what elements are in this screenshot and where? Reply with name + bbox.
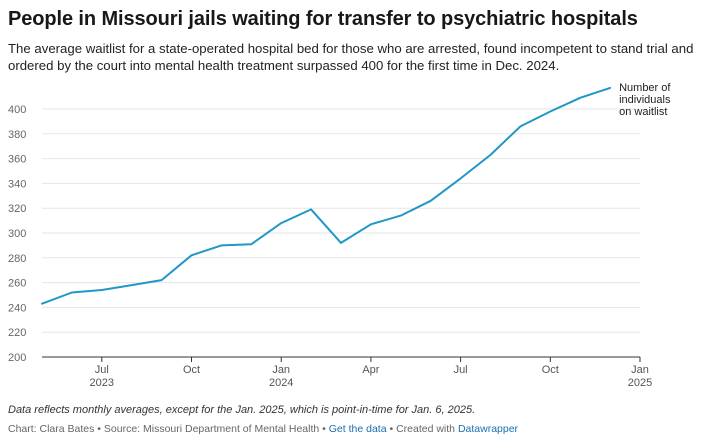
y-tick-label: 260 (8, 278, 26, 290)
footer-separator: • (94, 423, 104, 435)
series-label-line: Number of (619, 82, 671, 94)
gridlines (42, 108, 640, 358)
y-tick-label: 320 (8, 203, 26, 215)
get-the-data-link[interactable]: Get the data (328, 423, 387, 435)
x-tick-year-label: 2024 (269, 377, 293, 389)
y-tick-label: 400 (8, 104, 26, 116)
x-tick-label: Oct (183, 364, 200, 376)
footer-separator: • (319, 423, 329, 435)
x-tick-label: Jan (631, 364, 649, 376)
series-line-waitlist (41, 86, 612, 305)
footer-separator: • (386, 423, 397, 435)
chart-title: People in Missouri jails waiting for tra… (8, 8, 638, 30)
y-tick-label: 340 (8, 178, 26, 190)
y-tick-label: 200 (8, 352, 26, 364)
chart-credit: Chart: Clara Bates (8, 423, 95, 435)
y-axis-ticks: 200 220 240 260 280 300 320 340 360 380 400 (8, 104, 26, 364)
x-tick-label: Oct (542, 364, 559, 376)
y-tick-label: 220 (8, 327, 26, 339)
y-tick-label: 380 (8, 129, 26, 141)
data-source: Source: Missouri Department of Mental He… (103, 423, 320, 435)
y-tick-label: 280 (8, 253, 26, 265)
x-tick-year-label: 2023 (90, 377, 114, 389)
y-tick-label: 360 (8, 154, 26, 166)
datawrapper-link[interactable]: Datawrapper (457, 423, 519, 435)
chart-footer: Chart: Clara Bates • Source: Missouri De… (8, 423, 518, 435)
y-tick-label: 240 (8, 302, 26, 314)
series-label-line: on waitlist (619, 106, 667, 118)
x-tick-label: Jan (272, 364, 290, 376)
chart-subtitle: The average waitlist for a state-operate… (8, 41, 694, 73)
chart-note: Data reflects monthly averages, except f… (8, 404, 476, 416)
series-label-line: individuals (619, 94, 671, 106)
y-tick-label: 300 (8, 228, 26, 240)
x-tick-label: Jul (454, 364, 468, 376)
x-tick-label: Apr (362, 364, 379, 376)
x-tick-year-label: 2025 (628, 377, 652, 389)
x-tick-label: Jul (95, 364, 109, 376)
series-layer (41, 86, 612, 305)
created-with-text: Created with (396, 423, 458, 435)
